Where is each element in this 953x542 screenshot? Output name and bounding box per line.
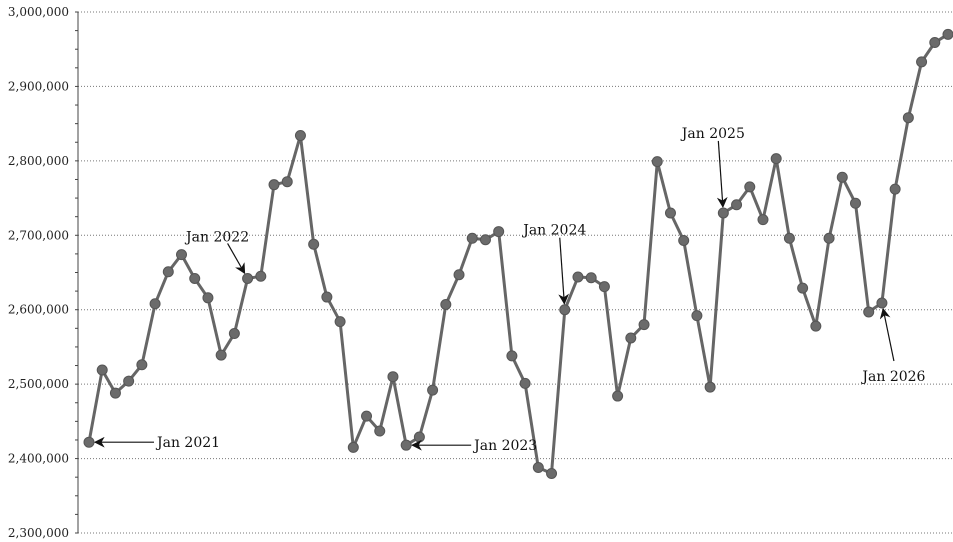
data-point bbox=[625, 332, 637, 344]
data-point bbox=[731, 199, 743, 211]
data-point bbox=[123, 375, 135, 387]
annotation-arrow bbox=[227, 243, 246, 275]
data-point bbox=[136, 359, 148, 371]
data-point bbox=[162, 266, 174, 278]
y-tick-label: 2,300,000 bbox=[8, 526, 69, 540]
annotation-label: Jan 2023 bbox=[472, 438, 537, 454]
data-point bbox=[678, 234, 690, 246]
data-point bbox=[638, 319, 650, 331]
data-point bbox=[744, 181, 756, 193]
data-point bbox=[321, 291, 333, 303]
y-tick-label: 2,400,000 bbox=[8, 452, 69, 466]
data-point bbox=[83, 436, 95, 448]
data-point bbox=[836, 171, 848, 183]
y-tick-label: 2,800,000 bbox=[8, 154, 69, 168]
y-tick-label: 2,700,000 bbox=[8, 228, 69, 242]
data-point bbox=[929, 37, 941, 49]
data-point bbox=[215, 349, 227, 361]
data-point bbox=[532, 462, 544, 474]
data-point bbox=[691, 310, 703, 322]
data-point bbox=[810, 320, 822, 332]
data-point bbox=[704, 381, 716, 393]
annotations: Jan 2021 Jan 2022 Jan 2023 Jan 2024 Jan 2025… bbox=[93, 126, 926, 454]
annotation-arrow bbox=[879, 307, 895, 362]
y-tick-label: 2,900,000 bbox=[8, 79, 69, 93]
y-tick-label: 2,500,000 bbox=[8, 377, 69, 391]
data-point bbox=[916, 56, 928, 68]
data-point bbox=[797, 282, 809, 294]
annotation-arrow bbox=[716, 140, 728, 209]
data-point bbox=[294, 130, 306, 142]
data-point bbox=[546, 467, 558, 479]
data-point bbox=[889, 183, 901, 195]
data-point bbox=[612, 390, 624, 402]
data-point bbox=[849, 197, 861, 209]
data-point bbox=[255, 270, 267, 282]
data-point bbox=[506, 350, 518, 362]
data-point bbox=[109, 387, 121, 399]
annotation-label: Jan 2025 bbox=[680, 126, 745, 142]
data-point bbox=[334, 316, 346, 328]
data-point bbox=[361, 410, 373, 422]
data-point bbox=[598, 281, 610, 293]
data-point bbox=[559, 304, 571, 316]
annotation-arrow bbox=[558, 237, 570, 305]
data-point bbox=[400, 439, 412, 451]
data-point bbox=[863, 306, 875, 318]
data-point bbox=[823, 232, 835, 244]
annotation-label: Jan 2021 bbox=[155, 435, 220, 451]
data-point bbox=[202, 292, 214, 304]
data-point bbox=[228, 328, 240, 340]
data-point bbox=[479, 234, 491, 246]
data-point bbox=[717, 207, 729, 219]
data-point bbox=[902, 112, 914, 124]
y-tick-label: 2,600,000 bbox=[8, 303, 69, 317]
data-point bbox=[453, 269, 465, 281]
data-point bbox=[440, 299, 452, 311]
data-point bbox=[572, 271, 584, 283]
data-point bbox=[308, 238, 320, 250]
data-point bbox=[651, 156, 663, 168]
data-point bbox=[347, 441, 359, 453]
y-tick-label: 3,000,000 bbox=[8, 5, 69, 19]
data-point bbox=[149, 298, 161, 310]
data-point bbox=[493, 226, 505, 238]
data-point bbox=[413, 431, 425, 443]
data-point bbox=[585, 272, 597, 284]
data-point bbox=[387, 371, 399, 383]
data-point bbox=[942, 28, 953, 40]
data-point bbox=[268, 179, 280, 191]
annotation-label: Jan 2026 bbox=[860, 369, 925, 385]
data-point bbox=[374, 425, 386, 437]
data-point bbox=[281, 176, 293, 188]
data-point bbox=[757, 214, 769, 226]
data-point bbox=[176, 249, 188, 261]
y-axis: 2,300,000 2,400,000 2,500,000 2,600,000 2,70… bbox=[8, 5, 79, 540]
data-point bbox=[466, 232, 478, 244]
annotation-label: Jan 2024 bbox=[521, 223, 586, 239]
data-point bbox=[427, 384, 439, 396]
data-point bbox=[876, 297, 888, 309]
data-point bbox=[519, 377, 531, 389]
annotation-label: Jan 2022 bbox=[184, 229, 249, 245]
data-point bbox=[189, 272, 201, 284]
series bbox=[83, 28, 953, 479]
data-point bbox=[783, 232, 795, 244]
data-point bbox=[770, 153, 782, 165]
grid-lines bbox=[78, 11, 953, 534]
data-point bbox=[242, 272, 254, 284]
data-point bbox=[664, 207, 676, 219]
series-line bbox=[87, 33, 949, 475]
data-point bbox=[96, 364, 108, 376]
